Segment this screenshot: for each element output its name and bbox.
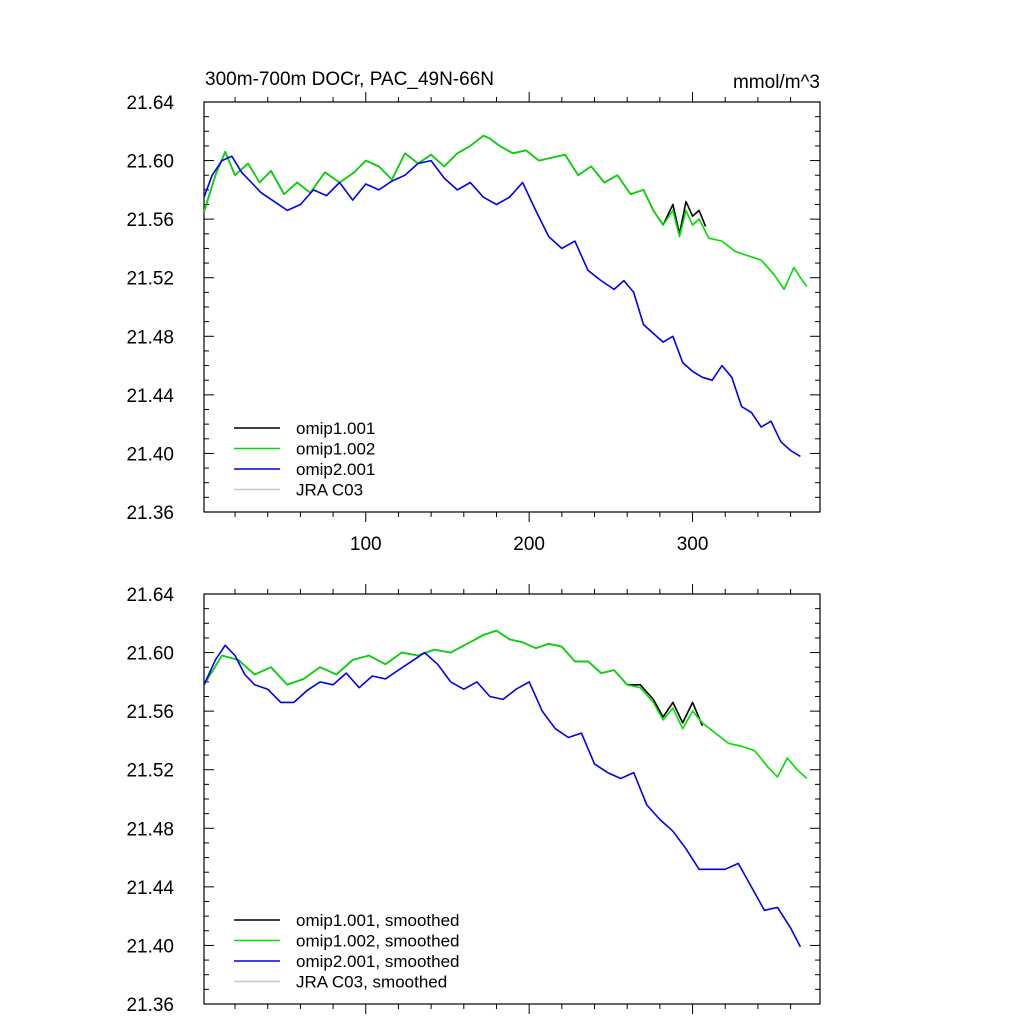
y-tick-label: 21.60 [126, 644, 174, 665]
x-tick-label: 100 [350, 534, 382, 555]
y-tick-label: 21.40 [126, 444, 174, 465]
units-label: mmol/m^3 [733, 72, 820, 93]
axis-ticks: 21.64 21.60 21.56 21.52 21.48 21.44 21.40 21.36 [126, 584, 820, 1016]
series-line-omip1-002 [203, 134, 808, 291]
series-lines [203, 134, 808, 458]
y-tick-label: 21.44 [126, 386, 174, 407]
top-panel: 300m-700m DOCr, PAC_49N-66N mmol/m^3 21.… [126, 69, 821, 555]
y-tick-label: 21.40 [126, 936, 174, 957]
y-tick-label: 21.64 [126, 93, 174, 114]
y-tick-label: 21.48 [126, 819, 174, 840]
x-tick-label: 200 [513, 534, 545, 555]
series-line-omip1-001-smoothed [203, 629, 704, 727]
legend-label: omip1.002 [296, 440, 375, 459]
legend-label: omip1.001, smoothed [296, 911, 460, 930]
y-tick-label: 21.64 [126, 585, 174, 606]
y-tick-label: 21.52 [126, 269, 174, 290]
y-tick-label: 21.60 [126, 152, 174, 173]
series-line-omip2-001-smoothed [203, 644, 802, 948]
legend-label: omip2.001, smoothed [296, 952, 460, 971]
legend-label: omip1.002, smoothed [296, 932, 460, 951]
legend-label: omip1.001 [296, 419, 375, 438]
legend-label: JRA C03, smoothed [296, 973, 447, 992]
y-tick-label: 21.52 [126, 761, 174, 782]
y-tick-label: 21.36 [126, 503, 174, 524]
y-tick-label: 21.56 [126, 702, 174, 723]
series-line-omip1-002-smoothed [203, 629, 808, 780]
y-tick-label: 21.36 [126, 995, 174, 1016]
bottom-panel: 21.64 21.60 21.56 21.52 21.48 21.44 21.40 21.36… [126, 584, 821, 1016]
y-tick-label: 21.48 [126, 327, 174, 348]
axis-ticks: 21.64 21.60 21.56 21.52 21.48 21.44 21.40 21.36… [126, 92, 820, 555]
series-lines [203, 629, 808, 948]
legend-label: omip2.001 [296, 460, 375, 479]
legend: omip1.001, smoothed omip1.002, smoothedom… [234, 911, 460, 992]
chart-title: 300m-700m DOCr, PAC_49N-66N [205, 69, 494, 90]
y-tick-label: 21.56 [126, 210, 174, 231]
legend-label: JRA C03 [296, 481, 363, 500]
series-line-omip2-001 [203, 155, 801, 458]
y-tick-label: 21.44 [126, 878, 174, 899]
x-tick-label: 300 [677, 534, 709, 555]
